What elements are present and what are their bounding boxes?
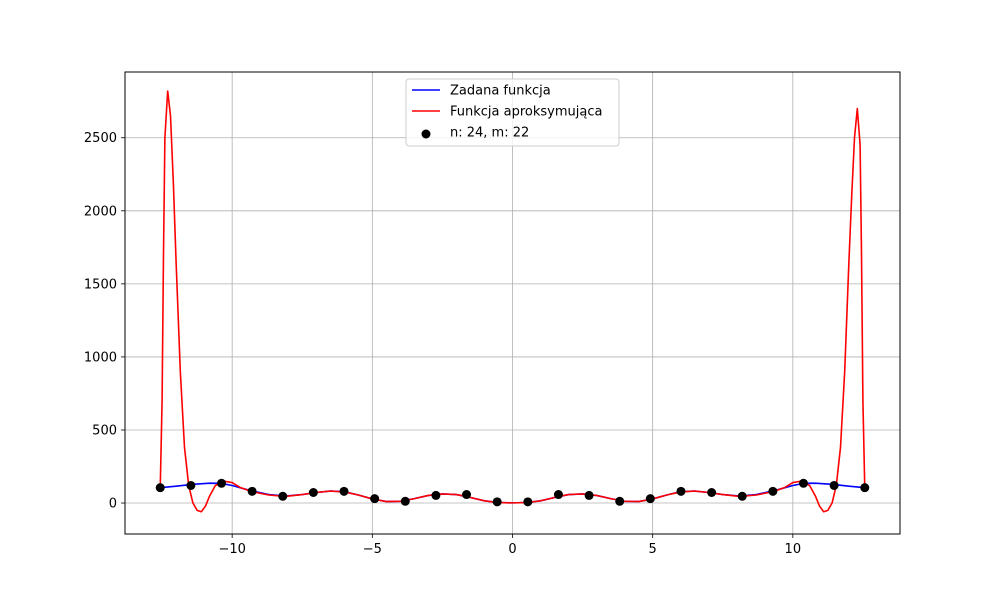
y-tick-label: 1500 [84,277,117,292]
x-tick-label: 10 [785,542,802,557]
data-point [798,478,808,488]
data-point [400,496,410,506]
data-point [768,486,778,496]
legend-box [405,78,620,147]
data-point [737,491,747,501]
y-tick-label: 500 [92,423,117,438]
legend: Zadana funkcja Funkcja aproksymująca n: 24… [405,78,620,147]
data-point [217,478,227,488]
x-tick-label: −10 [218,542,245,557]
series-line-1 [159,90,866,513]
x-tick-label: −5 [363,542,382,557]
y-tick-label: 2000 [84,204,117,219]
x-axis: −10 −5 0 5 10 [218,534,801,557]
data-point [247,486,257,496]
data-point [860,483,870,493]
data-point [553,490,563,500]
y-tick-label: 2500 [84,131,117,146]
x-tick-label: 5 [649,542,657,557]
data-point [584,490,594,500]
data-point [155,483,165,493]
data-point [278,491,288,501]
data-point [186,480,196,490]
legend-entry-label: Funkcja aproksymująca [450,105,602,120]
data-point [462,490,472,500]
data-point [707,488,717,498]
x-tick-label: 0 [508,542,516,557]
marker-layer [155,478,870,507]
legend-marker-swatch [421,129,431,139]
data-point [615,496,625,506]
y-tick-label: 1000 [84,350,117,365]
data-point [676,486,686,496]
data-point [370,494,380,504]
data-point [339,486,349,496]
data-point [308,488,318,498]
legend-entry-label: Zadana funkcja [450,84,551,99]
legend-entry-label: n: 24, m: 22 [450,126,529,141]
y-tick-label: 0 [109,497,117,512]
data-point [829,480,839,490]
data-point [523,497,533,507]
data-point [431,490,441,500]
y-axis: 0 500 1000 1500 2000 2500 [84,131,125,512]
data-point [645,494,655,504]
data-point [492,497,502,507]
